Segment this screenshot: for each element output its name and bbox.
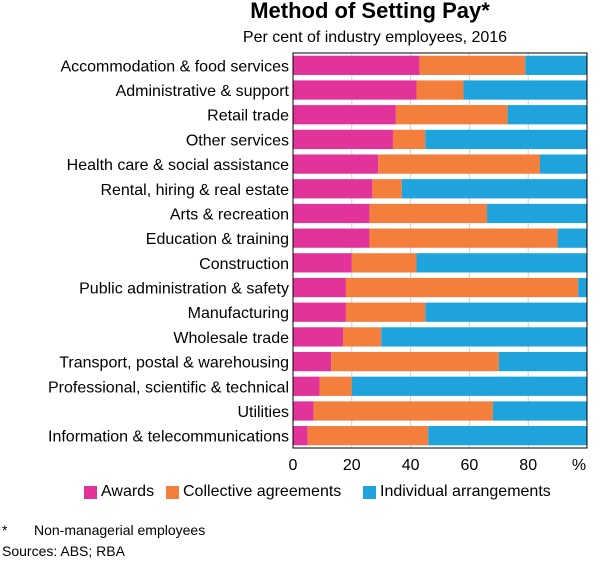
bar-segment — [416, 80, 464, 100]
bar-segment — [487, 203, 587, 224]
bar-segment — [419, 55, 526, 75]
x-tick-label: 60 — [461, 457, 479, 474]
category-label: Health care & social assistance — [67, 157, 289, 174]
bar-segment — [498, 351, 587, 372]
bar-segment — [416, 253, 587, 273]
bar-chart: Accommodation & food services Administrat… — [48, 52, 588, 474]
bar-segment — [293, 253, 352, 273]
footnote-marker: * — [2, 522, 8, 538]
category-label: Rental, hiring & real estate — [100, 182, 289, 199]
bar-segment — [378, 154, 540, 174]
bar-segment — [401, 179, 587, 199]
bar-segment — [369, 228, 558, 248]
bar-segment — [342, 327, 382, 347]
category-label: Wholesale trade — [173, 330, 289, 347]
bar-segment — [395, 105, 508, 125]
legend-label-awards: Awards — [101, 483, 155, 500]
bar-segment — [425, 129, 587, 150]
category-label: Arts & recreation — [170, 206, 289, 223]
category-label: Retail trade — [207, 108, 289, 125]
bar-segment — [293, 401, 314, 421]
chart-subtitle: Per cent of industry employees, 2016 — [242, 29, 508, 46]
footnote: * Non-managerial employees — [2, 522, 205, 538]
bar-segment — [351, 253, 417, 273]
legend-swatch-individual — [363, 485, 376, 499]
x-tick-label: 0 — [289, 457, 298, 474]
bar-segment — [557, 228, 587, 248]
x-tick-label: 40 — [402, 457, 420, 474]
category-label: Administrative & support — [116, 83, 290, 100]
category-label: Other services — [186, 132, 289, 149]
bar-segment — [293, 228, 370, 248]
category-label: Professional, scientific & technical — [48, 379, 289, 396]
legend-label-individual: Individual arrangements — [380, 483, 551, 500]
plot-frame — [292, 52, 588, 449]
bar-segment — [293, 105, 396, 125]
bar-segment — [293, 277, 346, 298]
category-label: Accommodation & food services — [60, 58, 289, 75]
bar-segment — [313, 401, 493, 421]
category-label: Construction — [199, 256, 289, 273]
bar-segment — [293, 302, 346, 322]
bar-segment — [351, 376, 587, 396]
bar-segment — [369, 203, 488, 224]
bar-segment — [319, 376, 352, 396]
bar-segment — [293, 351, 332, 372]
category-label: Transport, postal & warehousing — [59, 355, 289, 372]
bar-segment — [539, 154, 587, 174]
legend-swatch-awards — [84, 485, 97, 499]
category-label: Information & telecommunications — [48, 429, 289, 446]
bar-segment — [492, 401, 587, 421]
bar-segment — [345, 277, 579, 298]
chart-title: Method of Setting Pay* — [250, 0, 490, 23]
bar-segment — [507, 105, 587, 125]
bar-segment — [293, 203, 370, 224]
bar-segment — [345, 302, 426, 322]
legend-swatch-collective — [166, 485, 179, 499]
legend-item-collective: Collective agreements — [166, 483, 341, 501]
footnote-text: Non-managerial employees — [34, 522, 206, 538]
bar-segment — [525, 55, 587, 75]
bar-segment — [293, 179, 373, 199]
x-unit-label: % — [572, 457, 586, 474]
bar-segment — [293, 376, 320, 396]
x-tick-label: 20 — [343, 457, 361, 474]
category-label: Manufacturing — [188, 305, 289, 322]
bar-segment — [425, 302, 587, 322]
bar-segment — [392, 129, 426, 150]
legend-item-awards: Awards — [84, 483, 154, 501]
category-label: Education & training — [146, 231, 289, 248]
bar-segment — [307, 426, 429, 446]
legend-item-individual: Individual arrangements — [363, 483, 551, 501]
bar-segment — [381, 327, 587, 347]
bar-segment — [293, 80, 417, 100]
x-tick-label: 80 — [519, 457, 537, 474]
bar-segment — [293, 55, 420, 75]
bar-segment — [293, 327, 343, 347]
bar-segment — [463, 80, 587, 100]
bar-segment — [428, 426, 587, 446]
bar-segment — [293, 154, 379, 174]
legend-label-collective: Collective agreements — [183, 483, 342, 500]
category-label: Public administration & safety — [79, 281, 289, 298]
bar-segment — [578, 277, 587, 298]
bar-segment — [331, 351, 499, 372]
sources: Sources: ABS; RBA — [2, 543, 125, 559]
bar-segment — [293, 129, 393, 150]
bar-segment — [372, 179, 402, 199]
bar-segment — [293, 426, 308, 446]
legend: Awards Collective agreements Individual … — [0, 483, 600, 503]
category-label: Utilities — [237, 404, 289, 421]
